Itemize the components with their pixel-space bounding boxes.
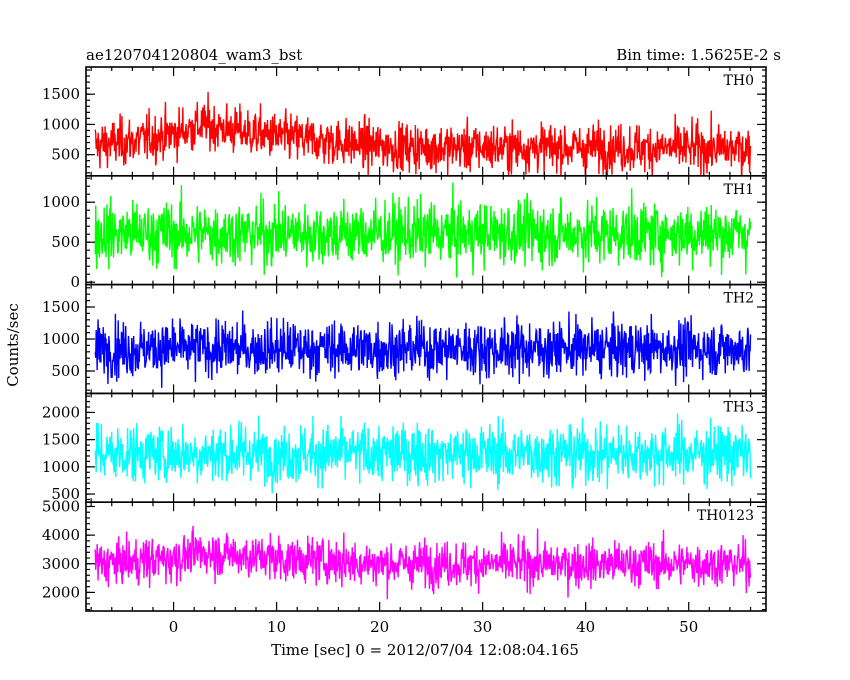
x-tick-label: 30	[473, 618, 492, 636]
y-tick-label: 2000	[42, 403, 80, 421]
panel-label-th2: TH2	[724, 291, 754, 307]
y-tick-label: 1000	[42, 458, 80, 476]
y-tick-label: 500	[51, 146, 80, 164]
y-tick-label: 5000	[42, 497, 80, 515]
y-tick-label: 500	[51, 485, 80, 503]
panel-label-th1: TH1	[724, 182, 754, 198]
x-tick-label: 0	[169, 618, 179, 636]
x-tick-label: 40	[576, 618, 595, 636]
lightcurve-th0	[94, 92, 752, 176]
panel-label-th3: TH3	[724, 399, 754, 415]
y-tick-label: 1500	[42, 431, 80, 449]
y-tick-label: 1500	[42, 85, 80, 103]
lightcurve-th1	[94, 182, 752, 278]
x-axis-label: Time [sec] 0 = 2012/07/04 12:08:04.165	[271, 641, 579, 659]
x-tick-label: 10	[267, 618, 286, 636]
y-tick-label: 500	[51, 233, 80, 251]
x-tick-label: 20	[370, 618, 389, 636]
y-axis-label: Counts/sec	[4, 303, 22, 387]
y-tick-label: 1000	[42, 193, 80, 211]
x-tick-label: 50	[679, 618, 698, 636]
chart-title-left: ae120704120804_wam3_bst	[86, 46, 302, 64]
y-tick-label: 1000	[42, 330, 80, 348]
y-tick-label: 3000	[42, 555, 80, 573]
chart-title-right: Bin time: 1.5625E-2 s	[616, 46, 781, 64]
y-tick-label: 1000	[42, 115, 80, 133]
lightcurve-th2	[94, 310, 752, 388]
panel-label-th0: TH0	[724, 73, 754, 89]
y-tick-label: 2000	[42, 583, 80, 601]
panel-label-th0123: TH0123	[697, 508, 754, 524]
panel-frame	[85, 501, 767, 612]
y-tick-label: 1500	[42, 298, 80, 316]
y-tick-label: 4000	[42, 526, 80, 544]
y-tick-label: 500	[51, 362, 80, 380]
y-tick-label: 0	[70, 273, 80, 291]
lightcurve-th0123	[94, 525, 752, 600]
lightcurve-th3	[94, 413, 752, 494]
